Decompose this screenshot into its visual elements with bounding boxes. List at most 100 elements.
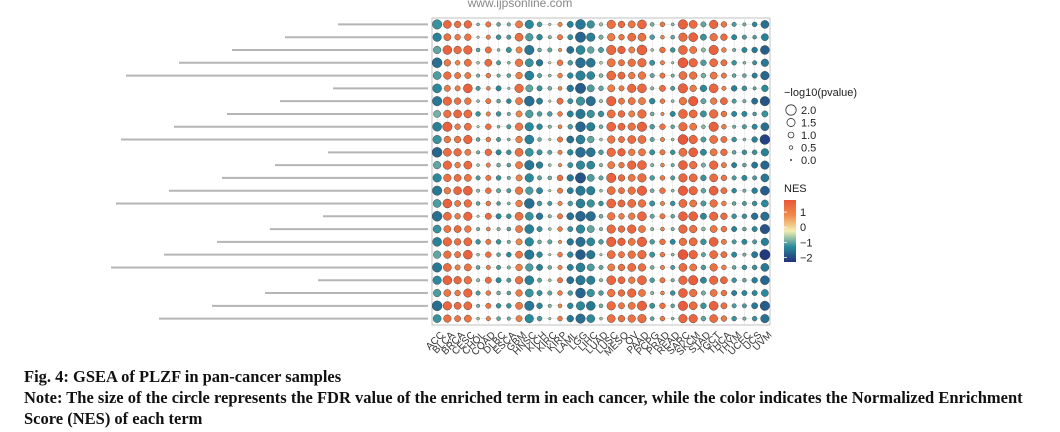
bubble [485,46,492,54]
bubble [752,60,758,66]
bubble [464,263,472,272]
bubble [495,277,502,284]
bubble [741,213,748,219]
bubble [432,199,442,208]
bubble [617,225,626,233]
bubble [670,303,675,308]
bubble [525,58,534,68]
bubble [506,252,512,258]
bubble [649,175,655,181]
bubble [433,45,442,54]
bubble [454,213,461,220]
bubble [495,149,502,156]
bubble [507,201,511,206]
bubble [606,236,617,247]
bubble [637,160,647,170]
bubble [464,122,472,131]
bubble [617,71,626,80]
bubble [677,57,689,68]
bubble [637,83,647,94]
bubble [689,84,697,92]
bubble [731,226,738,232]
bubble [627,199,636,208]
bubble [731,213,737,219]
bubble [637,58,647,68]
bubble [606,19,616,29]
bubble [731,21,737,27]
bubble [575,287,586,299]
bubble [688,237,698,247]
bubble [575,134,586,145]
bubble [536,123,543,130]
bubble [731,85,738,92]
bubble [556,97,564,105]
bubble [454,97,462,105]
bubble [506,188,512,194]
bubble [443,135,451,144]
bubble [678,263,688,272]
bubble [627,135,636,144]
bubble [660,162,665,168]
bubble [495,34,502,40]
bubble [524,173,534,183]
bubble [688,109,698,119]
bubble [688,301,698,311]
bubble [496,290,501,296]
bubble [442,237,452,247]
bubble [475,175,481,181]
bubble [558,163,562,168]
bubble [731,60,737,66]
bubble [741,124,747,130]
legend-bubble [787,131,795,139]
bubble [618,59,625,67]
bubble [432,262,443,273]
bubble [760,148,769,157]
bubble [760,122,770,131]
bubble [607,84,616,93]
bubble [464,33,472,41]
bubble [585,211,596,222]
bubble [760,71,770,81]
bubble [515,289,523,297]
bubble [566,315,574,323]
bubble [761,84,769,92]
bubble [432,135,442,145]
bubble [638,148,646,157]
bubble [496,201,501,206]
bubble [475,85,481,91]
bubble [678,109,688,119]
colorbar-label: −2 [800,252,813,264]
bubble [557,277,563,284]
bubble [463,211,473,221]
bubble [709,109,719,119]
bubble [607,212,616,221]
bubble [721,124,727,130]
bubble [464,58,472,67]
bubble [709,19,719,29]
bubble [506,34,512,40]
bubble [515,250,523,259]
bubble [700,200,707,207]
bubble [700,136,707,143]
bubble [506,98,512,104]
bubble [454,251,461,258]
bubble [649,34,655,40]
bubble [506,213,512,219]
bubble [700,72,707,79]
bubble [567,290,573,296]
bubble [567,226,574,232]
bubble [731,111,738,117]
bubble [731,162,738,168]
bubble [689,46,697,54]
bubble [454,60,461,66]
bubble [741,290,748,296]
bubble [567,251,574,258]
bubble [708,45,719,55]
bubble [607,135,616,144]
bubble [496,98,501,104]
bubble [557,265,563,270]
bubble [741,149,748,155]
legend-title: NES [784,183,807,195]
legend-bubble [790,158,793,161]
bubble [524,198,535,209]
